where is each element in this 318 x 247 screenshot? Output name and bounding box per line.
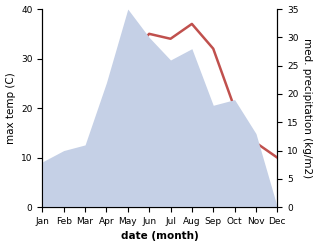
Y-axis label: med. precipitation (kg/m2): med. precipitation (kg/m2)	[302, 38, 313, 178]
Y-axis label: max temp (C): max temp (C)	[5, 72, 16, 144]
X-axis label: date (month): date (month)	[121, 231, 199, 242]
